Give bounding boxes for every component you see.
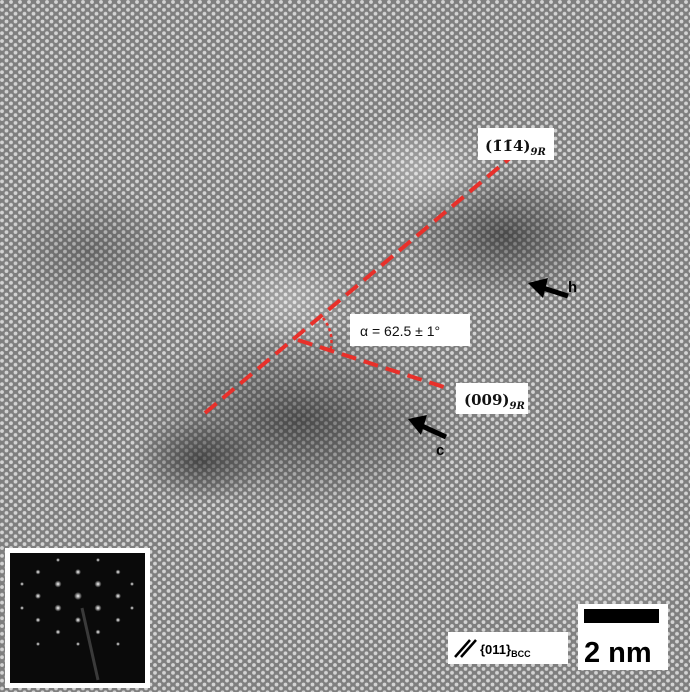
arrow-h (528, 278, 569, 299)
arrow-c-label: c (436, 442, 444, 459)
plane-114-line (203, 156, 512, 415)
scale-bar-label: 2 nm (584, 637, 652, 669)
plane-upper-label: (1̄1̄4)9R (485, 137, 546, 158)
angle-arc (322, 317, 333, 353)
diffraction-inset (5, 548, 150, 688)
angle-label: α = 62.5 ± 1° (360, 323, 440, 339)
plane-lower-label: (009)9R (464, 391, 525, 412)
angle-label-box (350, 314, 470, 346)
arrow-h-label: h (568, 279, 577, 296)
plane-upper-label-box (478, 128, 554, 160)
scale-bar: 2 nm (578, 604, 668, 670)
planes-legend: {011}BCC (448, 632, 568, 664)
svg-text:{011}BCC: {011}BCC (480, 642, 531, 659)
scale-bar-line (584, 609, 659, 623)
beam-stopper (80, 607, 100, 681)
plane-009-line (297, 338, 451, 391)
diffraction-spots (20, 558, 134, 646)
plane-lower-label-box (456, 383, 528, 414)
arrow-c (408, 415, 448, 440)
